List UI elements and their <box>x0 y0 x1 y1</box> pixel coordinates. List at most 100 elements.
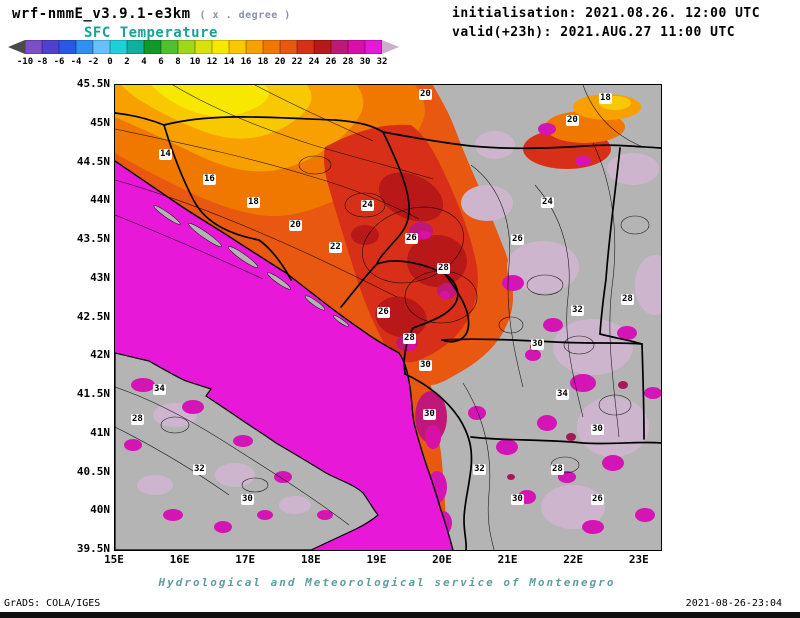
colorbar-segment <box>331 40 348 54</box>
contour-value-label: 24 <box>541 197 554 208</box>
colorbar-tick-label: 2 <box>124 57 130 67</box>
lon-tick-label: 19E <box>366 553 387 566</box>
lat-tick-label: 45.5N <box>76 77 110 90</box>
contour-value-label: 32 <box>193 464 206 475</box>
lon-tick-label: 22E <box>563 553 584 566</box>
lat-tick-label: 39.5N <box>76 542 110 555</box>
contour-value-label: 30 <box>419 360 432 371</box>
colorbar-segment <box>178 40 195 54</box>
colorbar-tick-label: 4 <box>141 57 147 67</box>
lon-tick-label: 16E <box>169 553 190 566</box>
colorbar-tick-label: 30 <box>359 57 371 67</box>
colorbar-tick-label: 14 <box>223 57 235 67</box>
lat-tick-label: 44N <box>90 193 110 207</box>
contour-value-label: 28 <box>403 333 416 344</box>
contour-value-label: 30 <box>423 409 436 420</box>
lat-tick-label: 40.5N <box>76 464 110 478</box>
lon-tick-label: 21E <box>497 553 518 566</box>
balkan-coastline <box>115 160 454 550</box>
contour-value-label: 30 <box>241 494 254 505</box>
contour-value-label: 34 <box>556 389 569 400</box>
lon-tick-label: 15E <box>104 553 124 566</box>
map-canvas <box>115 85 661 550</box>
colorbar-tick-label: 0 <box>107 57 113 67</box>
bottom-bar <box>0 612 800 618</box>
colorbar-segment <box>59 40 76 54</box>
contour-lines <box>115 85 650 550</box>
init-time-line: initialisation: 2021.08.26. 12:00 UTC <box>452 6 761 21</box>
colorbar-tick-label: 8 <box>175 57 181 67</box>
lat-tick-label: 44.5N <box>76 154 110 168</box>
model-title: wrf-nmmE_v3.9.1-e3km ( x . degree ) <box>12 6 291 22</box>
colorbar-segment <box>246 40 263 54</box>
italy-landmass <box>115 352 379 550</box>
colorbar-tick-label: 16 <box>240 57 252 67</box>
colorbar-tick-label: 6 <box>158 57 164 67</box>
lat-tick-label: 45N <box>90 115 110 129</box>
contour-value-label: 14 <box>159 149 172 160</box>
lat-tick-label: 43N <box>90 270 110 284</box>
colorbar-tick-label: 26 <box>325 57 337 67</box>
colorbar-segment <box>195 40 212 54</box>
temperature-field-east-pale <box>461 131 661 529</box>
colorbar-segment <box>348 40 365 54</box>
colorbar-tick-label: -10 <box>16 57 34 67</box>
colorbar-segment <box>127 40 144 54</box>
lat-tick-label: 43.5N <box>76 232 110 245</box>
contour-value-label: 26 <box>591 494 604 505</box>
colorbar-tick-label: 12 <box>206 57 218 67</box>
contour-value-label: 28 <box>551 464 564 475</box>
colorbar-segment <box>297 40 314 54</box>
contour-value-label: 26 <box>511 234 524 245</box>
contour-value-label: 30 <box>511 494 524 505</box>
colorbar-tick-label: -4 <box>70 57 82 67</box>
contour-value-label: 30 <box>591 424 604 435</box>
colorbar-tick-label: -6 <box>53 57 65 67</box>
contour-value-label: 20 <box>419 89 432 100</box>
contour-value-label: 30 <box>531 339 544 350</box>
colorbar-segment <box>263 40 280 54</box>
temperature-colorbar: -10 -8 -6 -4 -2 0 2 4 6 8 10 12 14 16 18 20 22 24 26 28 30 32 <box>8 40 399 72</box>
colorbar-segment <box>93 40 110 54</box>
adriatic-sea <box>115 161 453 550</box>
contour-value-label: 32 <box>571 305 584 316</box>
contour-value-label: 20 <box>566 115 579 126</box>
forecast-map: 14 16 18 20 22 24 26 28 20 20 18 26 28 30 26 24 28 30 32 34… <box>114 84 662 551</box>
model-title-text: wrf-nmmE_v3.9.1-e3km <box>12 6 191 22</box>
creation-timestamp: 2021-08-26-23:04 <box>685 598 782 609</box>
colorbar-tick-label: 22 <box>291 57 303 67</box>
contour-value-label: 34 <box>153 384 166 395</box>
contour-value-label: 18 <box>247 197 260 208</box>
colorbar-tick-label: 20 <box>274 57 286 67</box>
contour-value-label: 28 <box>621 294 634 305</box>
lon-tick-label: 23E <box>628 553 649 566</box>
colorbar-overflow-arrow <box>382 40 399 54</box>
colorbar-tick-label: -2 <box>87 57 99 67</box>
colorbar-segment <box>25 40 42 54</box>
lon-tick-label: 17E <box>235 553 256 566</box>
contour-value-label: 18 <box>599 93 612 104</box>
colorbar-tick-label: 28 <box>342 57 354 67</box>
lat-tick-label: 40N <box>90 503 110 517</box>
model-grid-note: ( x . degree ) <box>199 10 291 21</box>
contour-value-label: 28 <box>131 414 144 425</box>
valid-time-line: valid(+23h): 2021.AUG.27 11:00 UTC <box>452 25 736 40</box>
colorbar-segment <box>280 40 297 54</box>
colorbar-tick-label: 10 <box>189 57 201 67</box>
colorbar-tick-label: 18 <box>257 57 269 67</box>
colorbar-segment <box>314 40 331 54</box>
lat-tick-label: 41.5N <box>76 387 110 400</box>
lat-tick-label: 41N <box>90 425 110 439</box>
colorbar-segment <box>365 40 382 54</box>
variable-label: SFC Temperature <box>84 25 218 41</box>
contour-value-label: 26 <box>377 307 390 318</box>
colorbar-segment <box>110 40 127 54</box>
lat-tick-label: 42.5N <box>76 309 110 323</box>
lon-tick-label: 18E <box>300 553 321 566</box>
contour-value-label: 26 <box>405 233 418 244</box>
colorbar-segment <box>42 40 59 54</box>
temperature-field-east-magenta <box>468 123 661 534</box>
colorbar-segment <box>76 40 93 54</box>
contour-value-label: 32 <box>473 464 486 475</box>
